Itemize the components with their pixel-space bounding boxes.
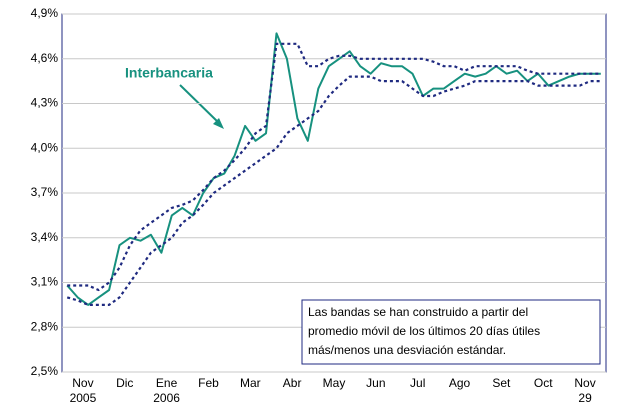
x-tick-label: Jun bbox=[366, 376, 385, 390]
note-box bbox=[301, 299, 601, 365]
y-tick-label: 4,3% bbox=[31, 96, 59, 110]
x-tick-sublabel: 2006 bbox=[153, 391, 180, 405]
annotation-arrowhead bbox=[213, 118, 224, 129]
y-tick-label: 2,8% bbox=[31, 319, 59, 333]
y-tick-label: 3,1% bbox=[31, 275, 59, 289]
y-tick-label: 4,6% bbox=[31, 51, 59, 65]
annotation-arrow bbox=[179, 84, 221, 125]
x-tick-label: Jul bbox=[410, 376, 425, 390]
note-line: Las bandas se han construido a partir de… bbox=[308, 305, 528, 319]
series-line bbox=[66, 32, 601, 306]
y-tick-label: 4,9% bbox=[31, 6, 59, 20]
x-tick-sublabel: 29 bbox=[578, 391, 592, 405]
x-tick-label: Ene bbox=[156, 376, 178, 390]
x-tick-label: Nov bbox=[72, 376, 93, 390]
y-tick-label: 4,0% bbox=[31, 140, 59, 154]
x-tick-label: Ago bbox=[449, 376, 471, 390]
y-tick-label: 2,5% bbox=[31, 364, 59, 378]
x-tick-label: Abr bbox=[283, 376, 302, 390]
x-tick-label: Dic bbox=[116, 376, 133, 390]
annotation: Interbancaria bbox=[125, 65, 213, 81]
x-tick-label: May bbox=[323, 376, 346, 390]
x-tick-label: Feb bbox=[198, 376, 219, 390]
note-line: promedio móvil de los últimos 20 días út… bbox=[308, 324, 540, 338]
note-line: más/menos una desviación estándar. bbox=[308, 343, 506, 357]
x-tick-label: Oct bbox=[534, 376, 553, 390]
x-tick-label: Mar bbox=[240, 376, 261, 390]
x-tick-label: Set bbox=[492, 376, 511, 390]
x-tick-label: Nov bbox=[574, 376, 595, 390]
x-tick-sublabel: 2005 bbox=[70, 391, 97, 405]
y-tick-label: 3,4% bbox=[31, 230, 59, 244]
y-tick-label: 3,7% bbox=[31, 185, 59, 199]
